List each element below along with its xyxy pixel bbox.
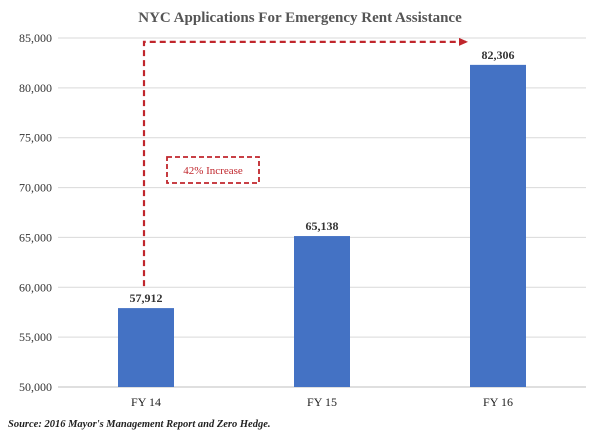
bar-fy-15 <box>294 236 350 387</box>
y-tick-label: 70,000 <box>19 181 52 195</box>
y-tick-label: 60,000 <box>19 280 52 294</box>
bar-fy-14 <box>118 308 174 387</box>
x-axis-category-labels: FY 14 FY 15 FY 16 <box>131 395 513 409</box>
y-tick-label: 55,000 <box>19 330 52 344</box>
annotation-label: 42% Increase <box>183 165 243 177</box>
y-tick-label: 50,000 <box>19 380 52 394</box>
increase-annotation: 42% Increase <box>142 37 468 287</box>
bar-data-label: 57,912 <box>130 291 163 305</box>
y-tick-label: 80,000 <box>19 81 52 95</box>
y-tick-label: 65,000 <box>19 230 52 244</box>
x-category-label: FY 14 <box>131 395 161 409</box>
bar-data-labels: 57,912 65,138 82,306 <box>130 48 515 305</box>
bars <box>118 64 526 387</box>
y-tick-label: 75,000 <box>19 131 52 145</box>
y-tick-label: 85,000 <box>19 31 52 45</box>
x-category-label: FY 15 <box>307 395 337 409</box>
y-axis-tick-labels: 50,000 55,000 60,000 65,000 70,000 75,000 80,0… <box>19 31 52 394</box>
bar-fy-16 <box>470 64 526 387</box>
chart-title: NYC Applications For Emergency Rent Assi… <box>138 10 462 26</box>
increase-arrow <box>142 37 468 287</box>
x-category-label: FY 16 <box>483 395 513 409</box>
bar-data-label: 82,306 <box>482 48 515 62</box>
bar-data-label: 65,138 <box>306 219 339 233</box>
source-note: Source: 2016 Mayor's Management Report a… <box>8 419 271 430</box>
annotation-box <box>166 156 260 184</box>
